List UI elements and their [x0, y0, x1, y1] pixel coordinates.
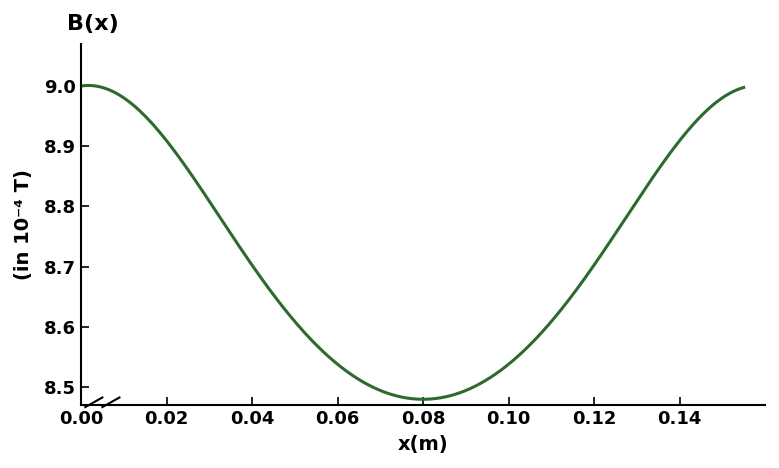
Text: B(x): B(x): [67, 14, 119, 34]
X-axis label: x(m): x(m): [398, 435, 449, 454]
Y-axis label: (in 10⁻⁴ T): (in 10⁻⁴ T): [14, 169, 33, 280]
